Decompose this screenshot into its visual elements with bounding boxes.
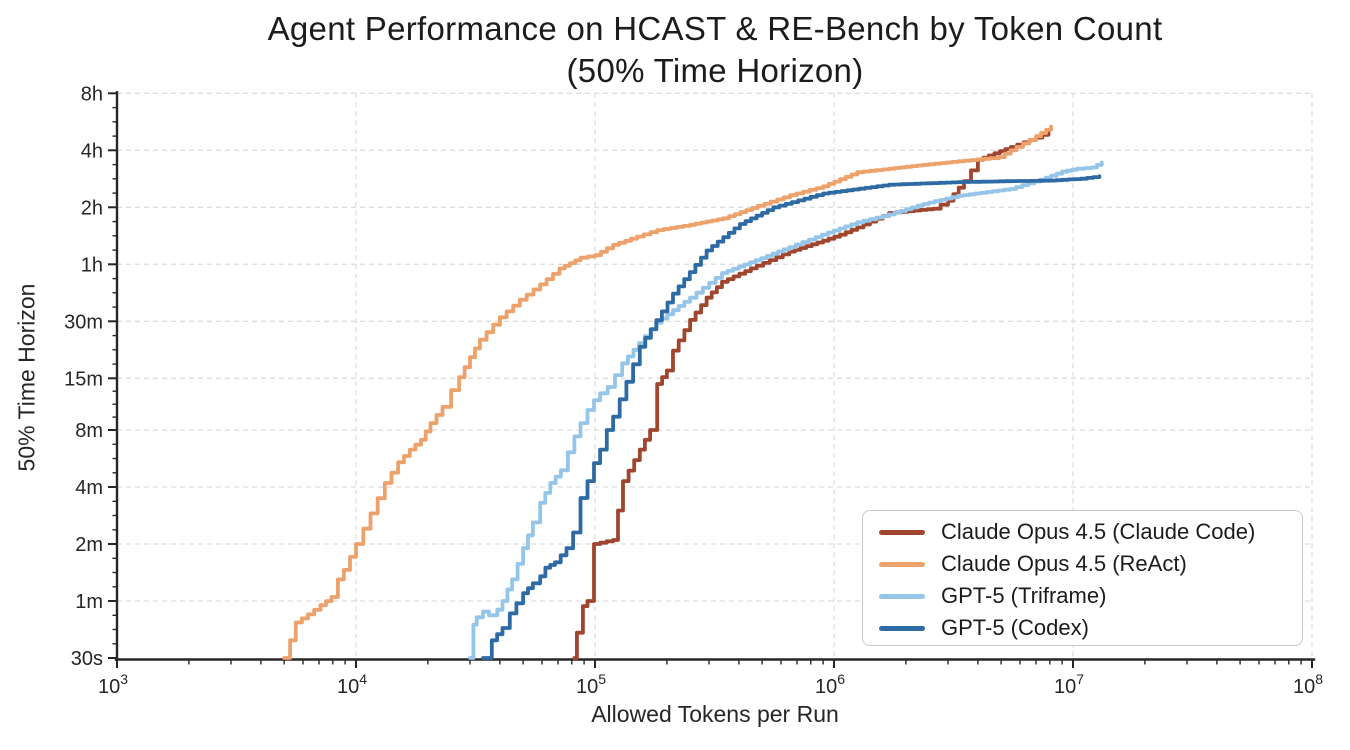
y-tick-label: 2m: [75, 534, 103, 556]
series-line-gpt-5-triframe: [468, 160, 1104, 660]
x-tick-label: 105: [576, 671, 606, 698]
y-tick-label: 4m: [75, 477, 103, 499]
legend-label: GPT-5 (Codex): [941, 615, 1089, 640]
legend-label: GPT-5 (Triframe): [941, 583, 1107, 608]
x-tick-label: 108: [1293, 671, 1323, 698]
y-tick-label: 2h: [81, 197, 103, 219]
x-axis-title: Allowed Tokens per Run: [591, 701, 839, 727]
series-line-claude-opus-4-5-react: [282, 124, 1053, 660]
legend-label: Claude Opus 4.5 (ReAct): [941, 551, 1187, 576]
y-axis-title: 50% Time Horizon: [13, 283, 40, 472]
legend-swatch-codex: [879, 625, 925, 631]
y-tick-label: 30s: [71, 648, 103, 670]
x-tick-label: 107: [1054, 671, 1084, 698]
y-tick-label: 15m: [64, 368, 103, 390]
x-tick-label: 106: [815, 671, 845, 698]
y-tick-label: 4h: [81, 140, 103, 162]
legend-swatch-claude-code: [879, 529, 925, 535]
x-tick-label: 104: [337, 671, 367, 698]
legend-item-triframe: GPT-5 (Triframe): [863, 580, 1302, 612]
legend: Claude Opus 4.5 (Claude Code) Claude Opu…: [862, 510, 1303, 646]
x-tick-label: 103: [98, 671, 128, 698]
series-line-gpt-5-codex: [481, 174, 1102, 660]
y-tick-label: 8h: [81, 83, 103, 105]
legend-item-react: Claude Opus 4.5 (ReAct): [863, 548, 1302, 580]
legend-label: Claude Opus 4.5 (Claude Code): [941, 519, 1256, 544]
y-tick-label: 1h: [81, 254, 103, 276]
legend-item-codex: GPT-5 (Codex): [863, 612, 1302, 644]
legend-swatch-react: [879, 561, 925, 567]
y-tick-label: 1m: [75, 591, 103, 613]
legend-item-claude-code: Claude Opus 4.5 (Claude Code): [863, 516, 1302, 548]
y-tick-label: 30m: [64, 311, 103, 333]
chart-title-line2: (50% Time Horizon): [566, 52, 864, 89]
chart-title-line1: Agent Performance on HCAST & RE-Bench by…: [267, 10, 1163, 47]
y-tick-label: 8m: [75, 420, 103, 442]
legend-swatch-triframe: [879, 593, 925, 599]
